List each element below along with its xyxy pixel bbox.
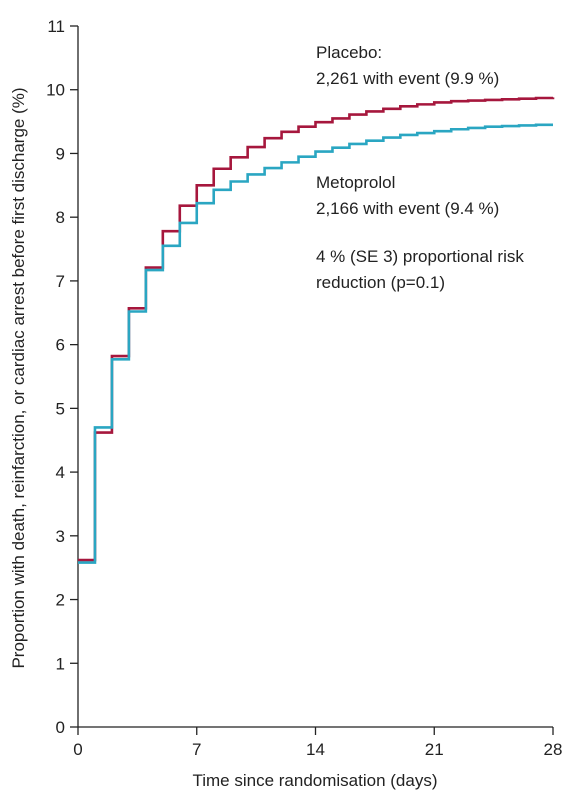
x-tick-label: 14 bbox=[306, 740, 325, 759]
risk-reduction-annotation-line2: reduction (p=0.1) bbox=[316, 273, 445, 292]
series-layer bbox=[78, 96, 555, 564]
y-tick-label: 7 bbox=[56, 272, 65, 291]
y-tick-label: 10 bbox=[46, 81, 65, 100]
y-tick-label: 5 bbox=[56, 399, 65, 418]
y-tick-label: 1 bbox=[56, 654, 65, 673]
placebo-annotation-line1: Placebo: bbox=[316, 43, 382, 62]
x-tick-label: 21 bbox=[425, 740, 444, 759]
metoprolol-annotation-line2: 2,166 with event (9.4 %) bbox=[316, 199, 499, 218]
x-axis-title: Time since randomisation (days) bbox=[192, 771, 437, 790]
series-line-placebo bbox=[78, 96, 555, 562]
y-tick-label: 2 bbox=[56, 591, 65, 610]
x-axis-ticks: 0 7 14 21 28 bbox=[73, 727, 562, 759]
x-tick-label: 0 bbox=[73, 740, 82, 759]
y-tick-label: 6 bbox=[56, 336, 65, 355]
series-line-metoprolol bbox=[78, 123, 553, 564]
y-tick-label: 0 bbox=[56, 718, 65, 737]
x-tick-label: 28 bbox=[544, 740, 563, 759]
y-tick-label: 3 bbox=[56, 527, 65, 546]
metoprolol-annotation-line1: Metoprolol bbox=[316, 173, 395, 192]
placebo-annotation-line2: 2,261 with event (9.9 %) bbox=[316, 69, 499, 88]
y-axis-ticks: 0 1 2 3 4 5 6 7 8 9 10 11 bbox=[46, 17, 78, 737]
x-tick-label: 7 bbox=[192, 740, 201, 759]
y-tick-label: 9 bbox=[56, 144, 65, 163]
risk-reduction-annotation-line1: 4 % (SE 3) proportional risk bbox=[316, 247, 524, 266]
y-tick-label: 4 bbox=[56, 463, 65, 482]
y-axis-title: Proportion with death, reinfarction, or … bbox=[9, 87, 28, 668]
y-tick-label: 11 bbox=[47, 17, 65, 36]
y-tick-label: 8 bbox=[56, 208, 65, 227]
